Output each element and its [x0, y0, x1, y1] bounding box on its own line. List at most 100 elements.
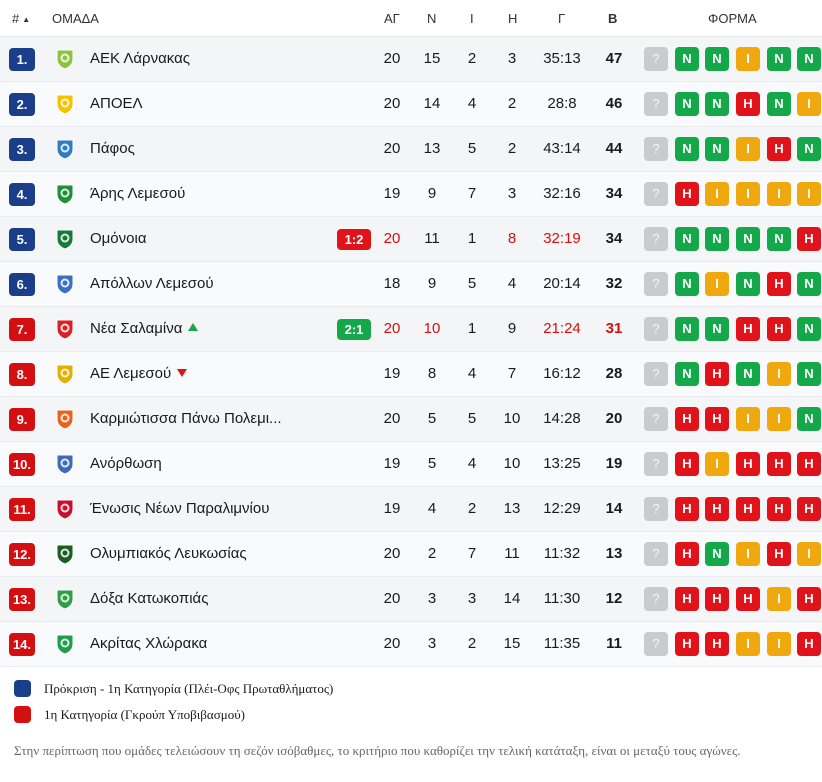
live-score-badge[interactable]: 1:2: [337, 229, 371, 250]
form-upcoming-badge[interactable]: ?: [644, 182, 668, 206]
form-loss-badge[interactable]: H: [797, 452, 821, 476]
form-win-badge[interactable]: N: [736, 227, 760, 251]
team-name[interactable]: Απόλλων Λεμεσού: [90, 275, 305, 292]
team-name-text[interactable]: ΑΠΟΕΛ: [90, 95, 143, 112]
form-draw-badge[interactable]: I: [705, 452, 729, 476]
team-name-text[interactable]: Ακρίτας Χλώρακα: [90, 635, 208, 652]
form-win-badge[interactable]: N: [797, 317, 821, 341]
team-name[interactable]: Ανόρθωση: [90, 455, 305, 472]
form-upcoming-badge[interactable]: ?: [644, 407, 668, 431]
form-loss-badge[interactable]: H: [767, 137, 791, 161]
form-loss-badge[interactable]: H: [736, 92, 760, 116]
form-upcoming-badge[interactable]: ?: [644, 587, 668, 611]
table-row[interactable]: 2. ΑΠΟΕΛ 20 14 4 2 28:8 46? N N H N I: [0, 82, 822, 127]
team-name-text[interactable]: Πάφος: [90, 140, 135, 157]
team-name-text[interactable]: Ολυμπιακός Λευκωσίας: [90, 545, 247, 562]
table-row[interactable]: 13. Δόξα Κατωκοπιάς 20 3 3 14 11:30 12? H H H I H: [0, 577, 822, 622]
table-row[interactable]: 6. Απόλλων Λεμεσού 18 9 5 4 20:14 32? N I N H N: [0, 262, 822, 307]
form-draw-badge[interactable]: I: [736, 542, 760, 566]
form-loss-badge[interactable]: H: [767, 452, 791, 476]
form-win-badge[interactable]: N: [705, 137, 729, 161]
form-win-badge[interactable]: N: [797, 47, 821, 71]
form-win-badge[interactable]: N: [675, 92, 699, 116]
form-draw-badge[interactable]: I: [736, 137, 760, 161]
form-loss-badge[interactable]: H: [705, 362, 729, 386]
form-loss-badge[interactable]: H: [736, 317, 760, 341]
form-draw-badge[interactable]: I: [767, 587, 791, 611]
played-header[interactable]: ΑΓ: [384, 11, 400, 26]
form-upcoming-badge[interactable]: ?: [644, 227, 668, 251]
team-name[interactable]: ΑΠΟΕΛ: [90, 95, 305, 112]
sort-position-header[interactable]: # ▲: [12, 11, 31, 26]
form-loss-badge[interactable]: H: [675, 452, 699, 476]
table-row[interactable]: 10. Ανόρθωση 19 5 4 10 13:25 19? H I H H H: [0, 442, 822, 487]
form-loss-badge[interactable]: H: [705, 407, 729, 431]
team-name-text[interactable]: Καρμιώτισσα Πάνω Πολεμι...: [90, 410, 282, 427]
form-upcoming-badge[interactable]: ?: [644, 452, 668, 476]
form-upcoming-badge[interactable]: ?: [644, 632, 668, 656]
points-header[interactable]: Β: [608, 11, 618, 26]
team-name-text[interactable]: Ανόρθωση: [90, 455, 162, 472]
table-row[interactable]: 5. Ομόνοια 1:2 20 11 1 8 32:19 34? N N N N H: [0, 217, 822, 262]
form-win-badge[interactable]: N: [736, 272, 760, 296]
team-name-text[interactable]: ΑΕΚ Λάρνακας: [90, 50, 190, 67]
form-loss-badge[interactable]: H: [767, 497, 791, 521]
form-loss-badge[interactable]: H: [767, 542, 791, 566]
form-draw-badge[interactable]: I: [736, 182, 760, 206]
form-loss-badge[interactable]: H: [736, 497, 760, 521]
team-name[interactable]: Καρμιώτισσα Πάνω Πολεμι...: [90, 410, 305, 427]
form-loss-badge[interactable]: H: [675, 542, 699, 566]
form-win-badge[interactable]: N: [675, 362, 699, 386]
form-draw-badge[interactable]: I: [736, 47, 760, 71]
table-row[interactable]: 14. Ακρίτας Χλώρακα 20 3 2 15 11:35 11? H H I I H: [0, 622, 822, 667]
form-win-badge[interactable]: N: [797, 137, 821, 161]
form-win-badge[interactable]: N: [705, 227, 729, 251]
form-draw-badge[interactable]: I: [797, 542, 821, 566]
form-upcoming-badge[interactable]: ?: [644, 137, 668, 161]
form-win-badge[interactable]: N: [767, 92, 791, 116]
form-loss-badge[interactable]: H: [736, 452, 760, 476]
form-loss-badge[interactable]: H: [767, 317, 791, 341]
team-name[interactable]: Δόξα Κατωκοπιάς: [90, 590, 305, 607]
form-loss-badge[interactable]: H: [675, 587, 699, 611]
form-win-badge[interactable]: N: [797, 362, 821, 386]
team-name-text[interactable]: Άρης Λεμεσού: [90, 185, 186, 202]
form-loss-badge[interactable]: H: [675, 182, 699, 206]
table-row[interactable]: 9. Καρμιώτισσα Πάνω Πολεμι... 20 5 5 10 14:28 2…: [0, 397, 822, 442]
form-upcoming-badge[interactable]: ?: [644, 362, 668, 386]
team-name[interactable]: Πάφος: [90, 140, 305, 157]
form-win-badge[interactable]: N: [736, 362, 760, 386]
table-row[interactable]: 1. ΑΕΚ Λάρνακας 20 15 2 3 35:13 47? N N I N N: [0, 37, 822, 82]
team-name-text[interactable]: Απόλλων Λεμεσού: [90, 275, 214, 292]
form-loss-badge[interactable]: H: [675, 632, 699, 656]
team-name[interactable]: Ένωσις Νέων Παραλιμνίου: [90, 500, 305, 517]
team-name[interactable]: Ακρίτας Χλώρακα: [90, 635, 305, 652]
form-win-badge[interactable]: N: [675, 227, 699, 251]
form-draw-badge[interactable]: I: [767, 182, 791, 206]
form-win-badge[interactable]: N: [797, 407, 821, 431]
team-name-text[interactable]: Δόξα Κατωκοπιάς: [90, 590, 209, 607]
form-win-badge[interactable]: N: [705, 317, 729, 341]
form-win-badge[interactable]: N: [675, 272, 699, 296]
team-name[interactable]: Νέα Σαλαμίνα: [90, 320, 305, 337]
form-draw-badge[interactable]: I: [736, 407, 760, 431]
form-loss-badge[interactable]: H: [705, 632, 729, 656]
wins-header[interactable]: Ν: [427, 11, 437, 26]
form-draw-badge[interactable]: I: [736, 632, 760, 656]
form-win-badge[interactable]: N: [705, 47, 729, 71]
table-row[interactable]: 8. ΑΕ Λεμεσού 19 8 4 7 16:12 28? N H N I N: [0, 352, 822, 397]
form-loss-badge[interactable]: H: [797, 497, 821, 521]
team-header[interactable]: ΟΜΑΔΑ: [52, 11, 99, 26]
form-loss-badge[interactable]: H: [736, 587, 760, 611]
form-loss-badge[interactable]: H: [675, 497, 699, 521]
team-name[interactable]: Ολυμπιακός Λευκωσίας: [90, 545, 305, 562]
team-name-text[interactable]: Ένωσις Νέων Παραλιμνίου: [90, 500, 270, 517]
form-win-badge[interactable]: N: [767, 47, 791, 71]
form-upcoming-badge[interactable]: ?: [644, 272, 668, 296]
team-name-text[interactable]: ΑΕ Λεμεσού: [90, 365, 172, 382]
table-row[interactable]: 4. Άρης Λεμεσού 19 9 7 3 32:16 34? H I I I I: [0, 172, 822, 217]
form-upcoming-badge[interactable]: ?: [644, 47, 668, 71]
form-draw-badge[interactable]: I: [705, 272, 729, 296]
team-name-text[interactable]: Ομόνοια: [90, 230, 147, 247]
form-win-badge[interactable]: N: [705, 542, 729, 566]
